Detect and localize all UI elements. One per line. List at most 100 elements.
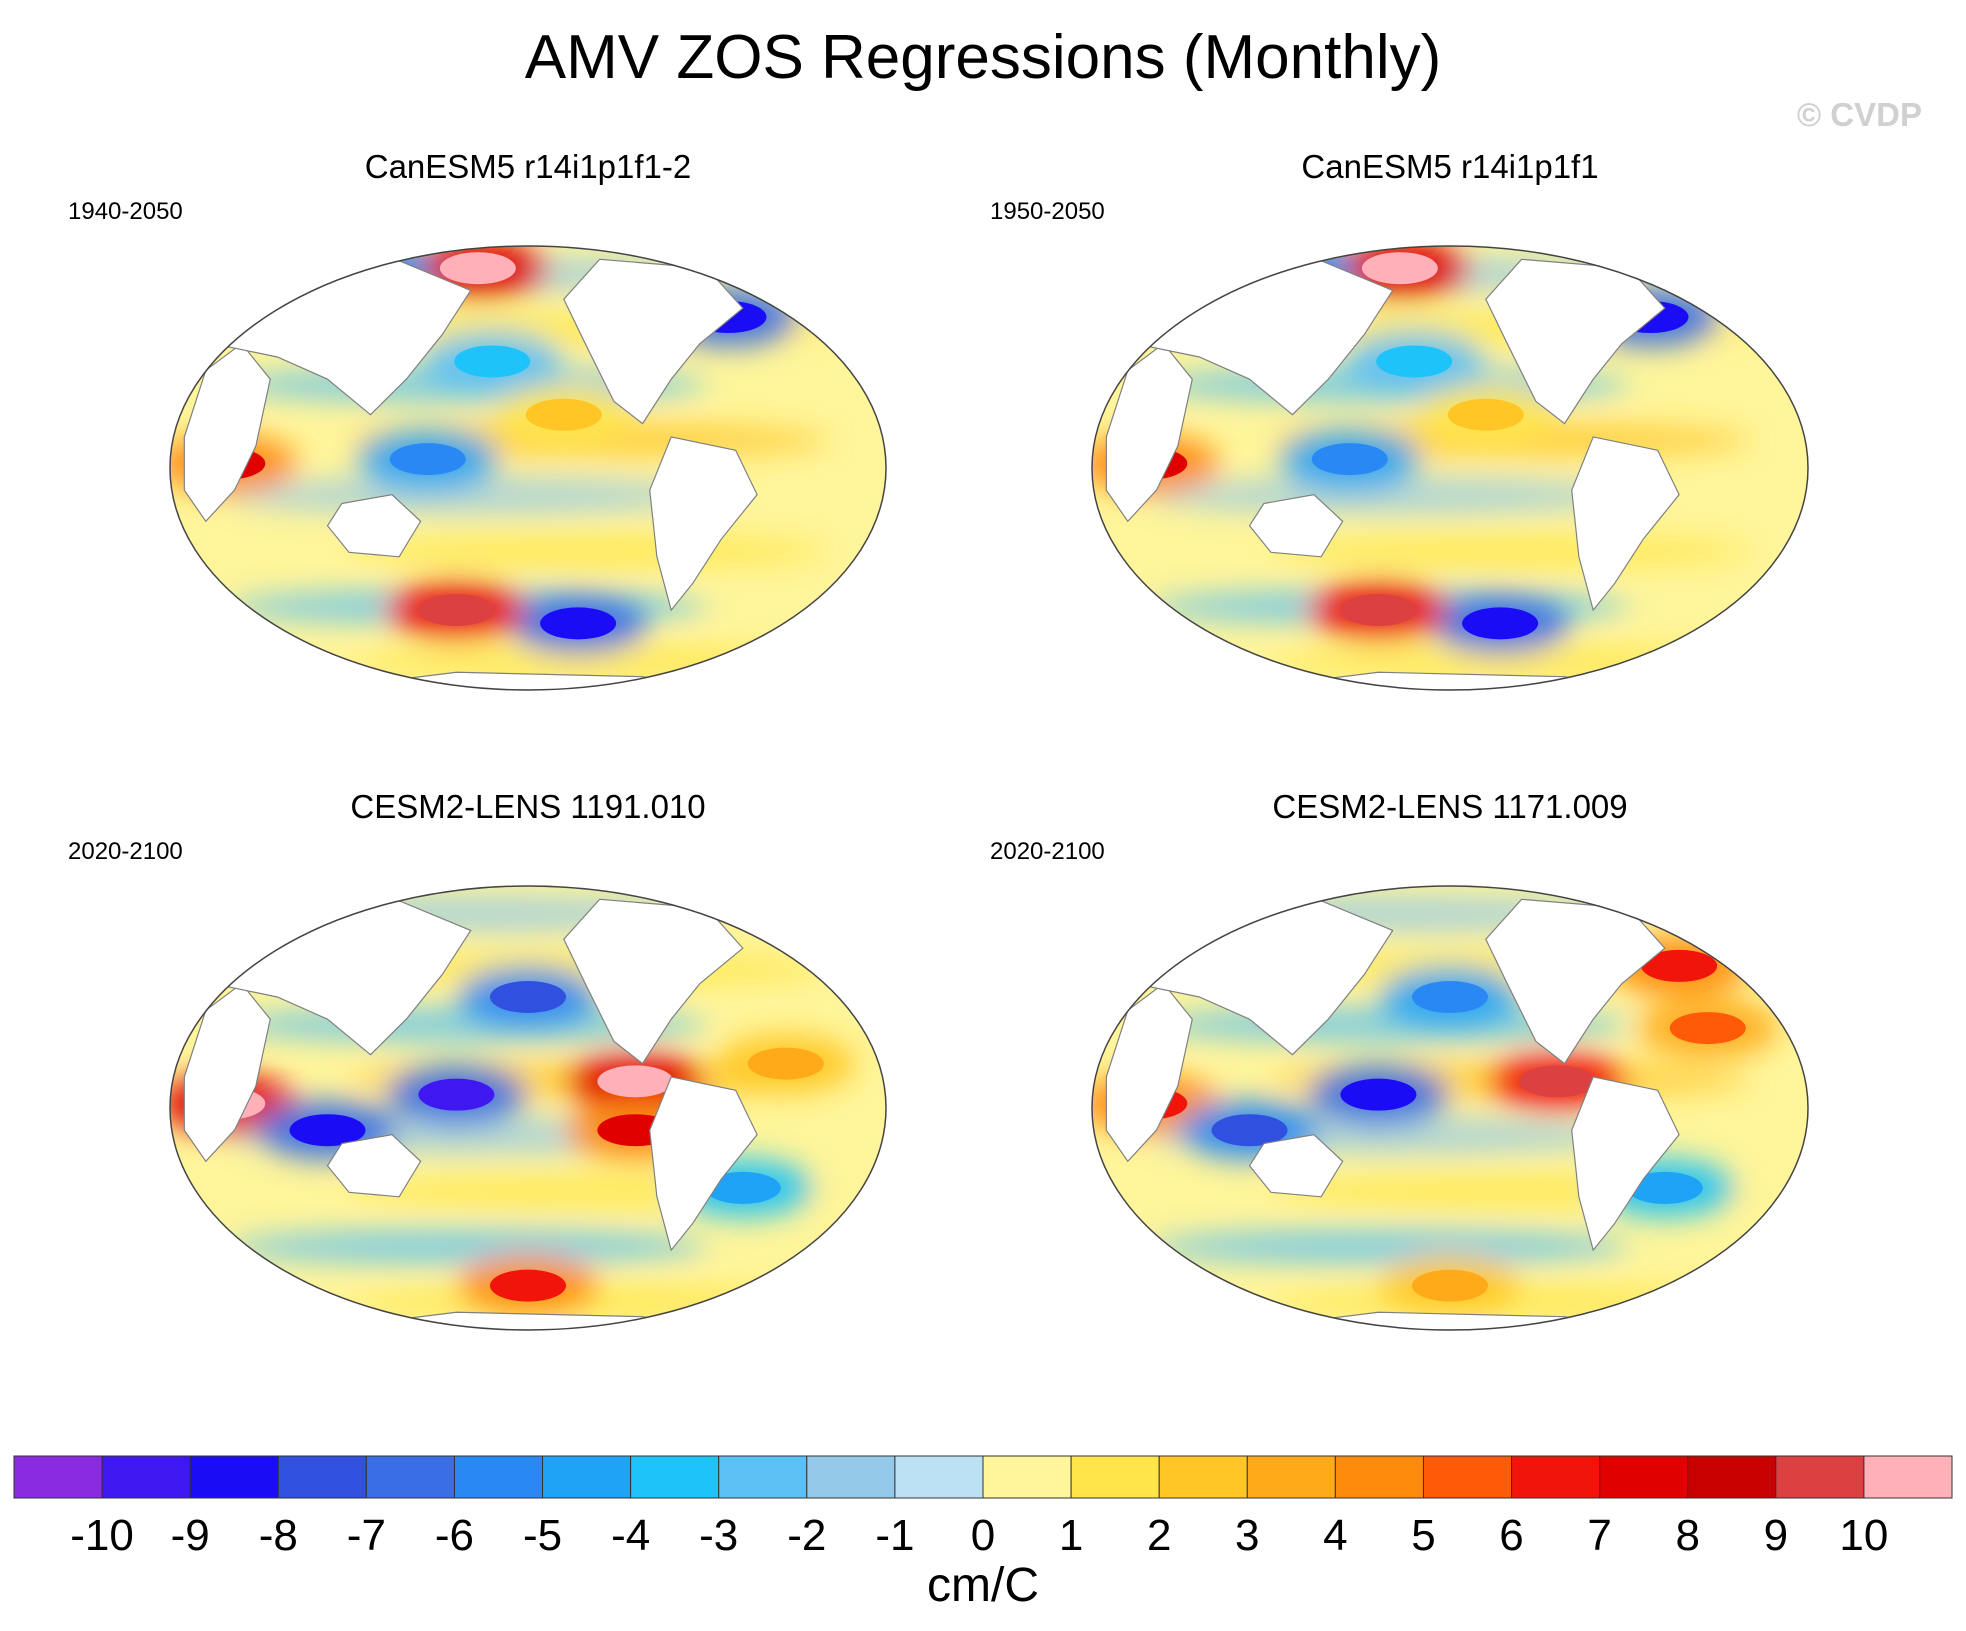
colorbar-box <box>1070 1455 1160 1499</box>
map-plot <box>1091 885 1809 1331</box>
land-antarctica <box>313 1311 729 1330</box>
colorbar-tick-label: -5 <box>523 1511 562 1555</box>
colorbar-box <box>894 1455 984 1499</box>
land-south-america <box>1571 1076 1680 1252</box>
colorbar-tick-label: 8 <box>1675 1511 1699 1555</box>
field-band <box>348 533 828 570</box>
colorbar-box <box>1246 1455 1336 1499</box>
anomaly-western-equatorial-pacific <box>1340 1078 1417 1111</box>
map-border <box>1091 245 1809 691</box>
anomaly-southern-ocean <box>1412 1269 1488 1302</box>
colorbar-box <box>365 1455 455 1499</box>
anomaly-arctic-siberian-shelf- <box>439 252 516 285</box>
anomaly-south-atlantic <box>704 1171 781 1204</box>
field-band <box>228 1228 708 1265</box>
colorbar-box <box>189 1455 279 1499</box>
colorbar: -10 -9 -8 -7 -6 -5 -4 -3 -2 -1 0 1 2 3 4 5 6 7 8 9 10 <box>13 1455 1953 1555</box>
colorbar-box <box>630 1455 720 1499</box>
colorbar-tick-label: -8 <box>259 1511 298 1555</box>
anomaly-western-equatorial-pacific <box>418 1078 495 1111</box>
anomaly-off-nw-australia <box>289 1114 366 1147</box>
anomaly-subtropical-north-atlantic <box>747 1047 824 1080</box>
map-border <box>169 885 887 1331</box>
cvdp-watermark: © CVDP <box>1796 96 1922 133</box>
colorbar-tick-label: -9 <box>171 1511 210 1555</box>
land-south-america <box>649 436 758 612</box>
colorbar-tick-label: 7 <box>1587 1511 1611 1555</box>
anomaly-southern-ocean-pacific-sector- <box>1462 607 1539 640</box>
colorbar-box <box>101 1455 191 1499</box>
colorbar-box <box>1863 1455 1953 1499</box>
colorbar-tick-label: -7 <box>347 1511 386 1555</box>
anomaly-north-pacific-kuroshio-extension- <box>1376 345 1453 378</box>
anomaly-southern-ocean-pacific-sector- <box>540 607 617 640</box>
colorbar-box <box>1511 1455 1601 1499</box>
colorbar-tick-label: -6 <box>435 1511 474 1555</box>
anomaly-south-atlantic <box>1626 1171 1703 1204</box>
anomaly-north-pacific-kuroshio-extension- <box>454 345 531 378</box>
colorbar-tick-label: 4 <box>1323 1511 1347 1555</box>
colorbar-box <box>1422 1455 1513 1499</box>
anomaly-north-pacific <box>490 981 566 1013</box>
anomaly-north-atlantic-subpolar- <box>1641 949 1718 982</box>
map-border <box>169 245 887 691</box>
panel-2: CanESM5 r14i1p1f1 1950-2050 <box>990 148 1910 748</box>
colorbar-tick-label: 5 <box>1411 1511 1435 1555</box>
colorbar-box <box>718 1455 808 1499</box>
panel-1: CanESM5 r14i1p1f1-2 1940-2050 <box>68 148 988 748</box>
colorbar-tick-label: 10 <box>1839 1511 1888 1555</box>
colorbar-box <box>982 1455 1072 1499</box>
panel-period: 2020-2100 <box>990 838 1105 865</box>
colorbar-box <box>13 1455 103 1499</box>
colorbar-box <box>453 1455 544 1499</box>
panel-period: 1940-2050 <box>68 198 183 225</box>
colorbar-box <box>542 1455 632 1499</box>
anomaly-north-pacific <box>1412 981 1488 1013</box>
anomaly-southern-ocean-south-of-new-zealand- <box>418 594 495 627</box>
anomaly-southern-ocean <box>490 1269 566 1302</box>
land-australia <box>326 493 422 558</box>
colorbar-tick-label: -3 <box>699 1511 738 1555</box>
land-africa <box>1105 342 1193 523</box>
panel-title: CanESM5 r14i1p1f1-2 <box>364 148 692 185</box>
anomaly-tropical-pacific <box>1447 398 1524 431</box>
colorbar-box <box>1158 1455 1248 1499</box>
land-australia <box>1248 1133 1344 1198</box>
field-band <box>1270 533 1750 570</box>
colorbar-box <box>806 1455 896 1499</box>
map-plot <box>169 885 887 1331</box>
figure-title: AMV ZOS Regressions (Monthly) <box>524 23 1442 92</box>
colorbar-tick-label: 9 <box>1764 1511 1788 1555</box>
panel-title: CESM2-LENS 1191.010 <box>350 788 706 825</box>
map-plot <box>1091 245 1809 691</box>
colorbar-tick-label: -2 <box>787 1511 826 1555</box>
colorbar-units: cm/C <box>927 1559 1039 1612</box>
colorbar-box <box>277 1455 367 1499</box>
anomaly-eastern-north-atlantic <box>1669 1012 1746 1045</box>
colorbar-box <box>1687 1455 1777 1499</box>
panel-period: 2020-2100 <box>68 838 183 865</box>
land-antarctica <box>313 671 729 690</box>
land-australia <box>1248 493 1344 558</box>
anomaly-southern-ocean-south-of-new-zealand- <box>1340 594 1417 627</box>
land-africa <box>183 982 271 1163</box>
colorbar-tick-label: -10 <box>70 1511 134 1555</box>
land-north-america <box>563 258 744 425</box>
colorbar-tick-label: 6 <box>1499 1511 1523 1555</box>
panel-title: CESM2-LENS 1171.009 <box>1272 788 1628 825</box>
land-antarctica <box>1235 671 1651 690</box>
colorbar-tick-label: -4 <box>611 1511 650 1555</box>
land-australia <box>326 1133 422 1198</box>
anomaly-maritime-continent <box>1311 443 1388 476</box>
panel-3: CESM2-LENS 1191.010 2020-2100 <box>68 788 988 1388</box>
colorbar-tick-label: 1 <box>1059 1511 1083 1555</box>
colorbar-box <box>1775 1455 1865 1499</box>
anomaly-eastern-tropical-north-pacific <box>1519 1065 1596 1098</box>
colorbar-tick-label: 2 <box>1147 1511 1171 1555</box>
land-north-america <box>563 898 744 1065</box>
colorbar-tick-label: -1 <box>875 1511 914 1555</box>
land-africa <box>1105 982 1193 1163</box>
land-north-america <box>1485 898 1666 1065</box>
map-border <box>1091 885 1809 1331</box>
map-plot <box>169 245 887 691</box>
